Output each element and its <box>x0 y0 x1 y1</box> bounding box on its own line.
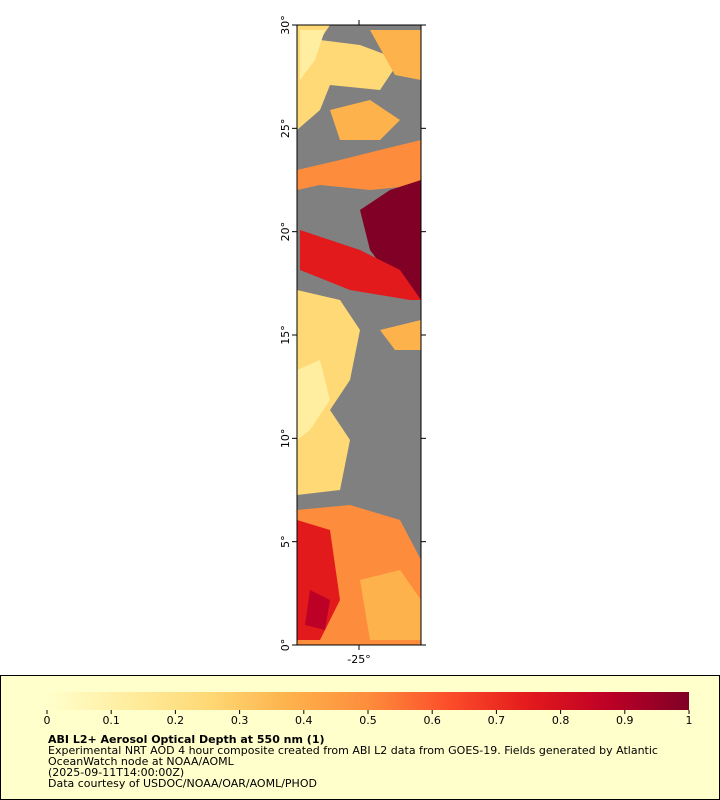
y-tick-label: 30° <box>279 15 292 35</box>
colorbar-tick-label: 0.4 <box>295 714 313 727</box>
colorbar-tick-label: 0.6 <box>423 714 441 727</box>
y-tick-label: 0° <box>279 639 292 652</box>
colorbar-tick-label: 0.8 <box>552 714 570 727</box>
colorbar-tick-label: 0.3 <box>231 714 249 727</box>
legend-line: Data courtesy of USDOC/NOAA/OAR/AOML/PHO… <box>48 777 317 790</box>
y-tick-label: 20° <box>279 222 292 242</box>
y-tick-label: 5° <box>279 535 292 548</box>
y-tick-label: 10° <box>279 429 292 449</box>
legend-title: ABI L2+ Aerosol Optical Depth at 550 nm … <box>48 733 325 746</box>
colorbar-tick-label: 0.7 <box>488 714 506 727</box>
y-tick-label: 15° <box>279 325 292 345</box>
colorbar-tick-label: 0.1 <box>102 714 120 727</box>
legend-line: Experimental NRT AOD 4 hour composite cr… <box>48 744 658 757</box>
legend-line: OceanWatch node at NOAA/AOML <box>48 755 235 768</box>
colorbar-tick-label: 0.2 <box>167 714 185 727</box>
colorbar-tick-label: 0.9 <box>616 714 634 727</box>
colorbar-tick-label: 1 <box>686 714 693 727</box>
legend-line: (2025-09-11T14:00:00Z) <box>48 766 184 779</box>
colorbar-tick-label: 0 <box>44 714 51 727</box>
y-tick-label: 25° <box>279 119 292 139</box>
map-imagery <box>297 25 421 645</box>
x-tick-label: -25° <box>347 653 370 666</box>
colorbar <box>47 692 689 710</box>
colorbar-tick-label: 0.5 <box>359 714 377 727</box>
